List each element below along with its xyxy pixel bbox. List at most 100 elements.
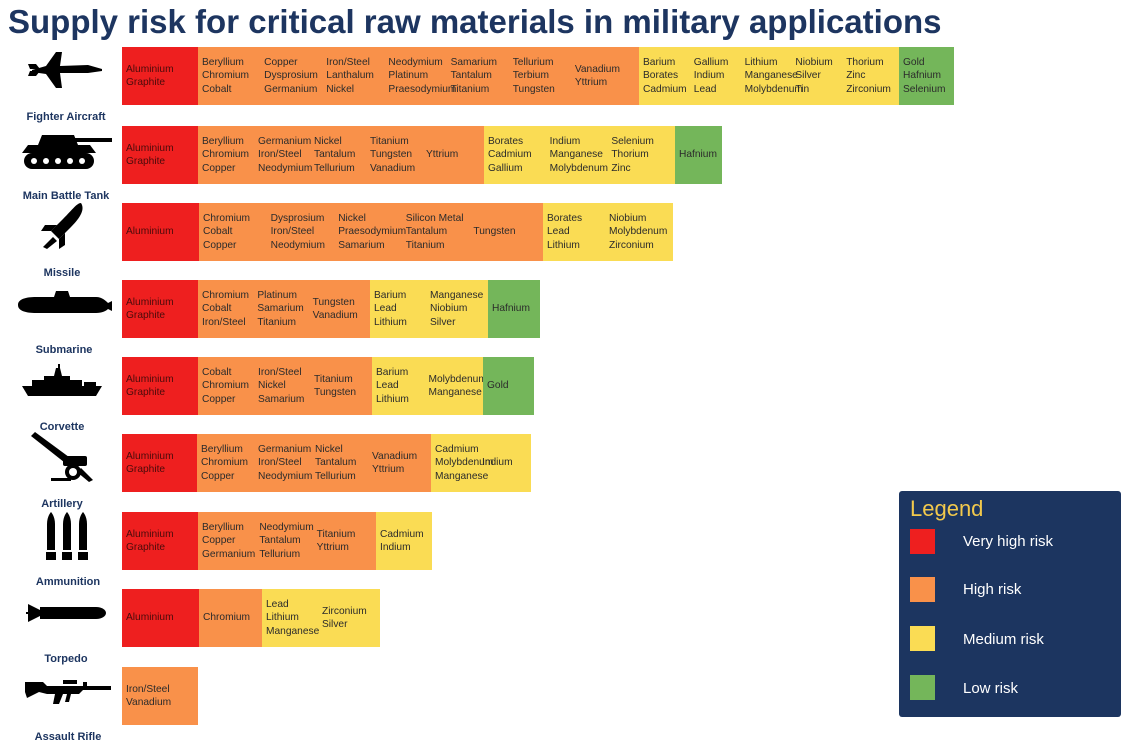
risk-segment-very-high: Aluminium [122, 203, 199, 261]
material-name: Thorium [846, 56, 884, 68]
material-column: Gold [487, 379, 509, 393]
material-name: Lead [376, 380, 399, 392]
material-name: Hafnium [679, 149, 717, 161]
row-label: Ammunition [35, 576, 101, 588]
material-name: Iron/Steel [126, 683, 170, 695]
material-name: Graphite [126, 310, 166, 321]
material-name: Lead [266, 598, 289, 610]
material-column: Borates Lead Lithium [547, 212, 582, 253]
material-name: Samarium [450, 56, 497, 68]
legend-swatch-medium [910, 626, 935, 651]
material-name: Barium [374, 289, 407, 301]
risk-segment-very-high: Aluminium Graphite [122, 512, 198, 570]
material-column: Hafnium [492, 302, 530, 316]
material-name: Germanium [202, 548, 256, 560]
material-name: Niobium [430, 303, 468, 315]
material-name: Copper [264, 56, 298, 68]
tank-icon [16, 127, 116, 178]
material-column: Beryllium Copper Germanium [202, 521, 255, 562]
material-column: Selenium Thorium Zinc [611, 135, 653, 176]
material-name: Zirconium [322, 605, 367, 617]
torpedo-icon [26, 602, 106, 629]
material-name: Graphite [126, 387, 166, 398]
material-name: Yttrium [316, 542, 349, 553]
material-name: Lithium [547, 239, 580, 251]
material-name: Indium [693, 70, 725, 82]
material-name: Iron/Steel [270, 226, 315, 238]
material-column: Iron/Steel Vanadium [126, 683, 171, 710]
material-column: Gallium Indium Lead [694, 56, 729, 97]
risk-segment-medium: Lead Lithium Manganese Zirconium Silver [262, 589, 380, 647]
risk-segment-very-high: Aluminium [122, 589, 199, 647]
rifle-icon [23, 674, 113, 713]
risk-segment-high: Beryllium Chromium Copper Germanium Iron/Ste… [198, 126, 484, 184]
material-column: Niobium Molybdenum Zirconium [609, 212, 667, 253]
material-name: Zirconium [846, 83, 891, 95]
material-name: Tungsten [512, 83, 555, 95]
material-column: Borates Cadmium Gallium [488, 135, 532, 176]
material-name: Niobium [609, 212, 647, 224]
material-name: Copper [201, 470, 235, 482]
material-column: Barium Lead Lithium [374, 289, 407, 330]
material-column: Chromium Cobalt Iron/Steel [202, 289, 249, 330]
material-name: Indium [549, 135, 581, 147]
material-name: Tellurium [314, 162, 355, 174]
material-column: Aluminium [126, 225, 174, 239]
risk-segment-very-high: Aluminium Graphite [122, 434, 197, 492]
material-name: Nickel [338, 212, 366, 224]
risk-segment-very-high: Aluminium Graphite [122, 280, 198, 338]
risk-segment-low: Gold Hafnium Selenium [899, 47, 954, 105]
material-name: Thorium [611, 149, 649, 161]
material-column: Hafnium [679, 148, 717, 162]
material-column: Nickel Tantalum Tellurium [315, 443, 356, 484]
material-name: Tantalum [314, 149, 356, 161]
material-column: Neodymium Platinum Praesodymium [388, 56, 456, 97]
material-name: Tellurium [315, 470, 356, 482]
material-name: Beryllium [202, 521, 244, 533]
legend-title: Legend [910, 496, 984, 521]
material-name: Cadmium [380, 528, 424, 540]
material-name: Aluminium [126, 296, 174, 308]
material-column: Niobium Silver Tin [795, 56, 832, 97]
material-column: Aluminium Graphite [126, 296, 174, 323]
material-name: Titanium [314, 373, 353, 385]
material-name: Indium [380, 542, 411, 553]
material-name: Tellurium [512, 56, 554, 68]
material-column: Neodymium Tantalum Tellurium [259, 521, 313, 562]
material-name: Praesodymium [338, 226, 407, 238]
material-name: Silver [795, 70, 821, 82]
material-column: Cadmium Indium [380, 528, 424, 555]
material-name: Lithium [374, 316, 407, 328]
material-column: Gold Hafnium Selenium [903, 56, 945, 97]
material-name: Borates [643, 70, 679, 82]
row-label: Artillery [41, 498, 83, 510]
risk-segment-medium: Cadmium Indium [376, 512, 432, 570]
material-name: Chromium [202, 289, 249, 301]
material-name: Graphite [126, 464, 166, 475]
material-name: Germanium [258, 443, 312, 455]
material-name: Neodymium [258, 162, 313, 174]
risk-segment-high: Chromium [199, 589, 262, 647]
material-name: Borates [488, 135, 524, 147]
material-name: Copper [202, 535, 236, 547]
row-label: Main Battle Tank [22, 190, 110, 202]
material-name: Borates [547, 212, 583, 224]
material-column: Aluminium Graphite [126, 450, 174, 477]
risk-segment-high: Cobalt Chromium Copper Iron/Steel Nickel Sama… [198, 357, 372, 415]
material-column: Cadmium Molybdenum Manganese [435, 443, 493, 484]
material-column: Germanium Iron/Steel Neodymium [258, 135, 312, 176]
legend-swatch-very-high [910, 529, 935, 554]
material-name: Chromium [203, 612, 250, 624]
fighter-jet-icon [26, 46, 106, 101]
risk-segment-high: Chromium Cobalt Copper Dysprosium Iron/Steel… [199, 203, 543, 261]
material-column: Dysprosium Iron/Steel Neodymium [271, 212, 325, 253]
material-name: Chromium [201, 457, 248, 469]
material-name: Indium [482, 457, 513, 469]
material-name: Tellurium [259, 548, 301, 560]
risk-segment-low: Gold [483, 357, 534, 415]
risk-segment-medium: Cadmium Molybdenum Manganese Indium [431, 434, 531, 492]
material-column: Indium [482, 456, 513, 470]
material-name: Dysprosium [264, 70, 318, 82]
risk-segment-high: Beryllium Chromium Copper Germanium Iron/Ste… [197, 434, 431, 492]
material-name: Aluminium [126, 142, 174, 154]
